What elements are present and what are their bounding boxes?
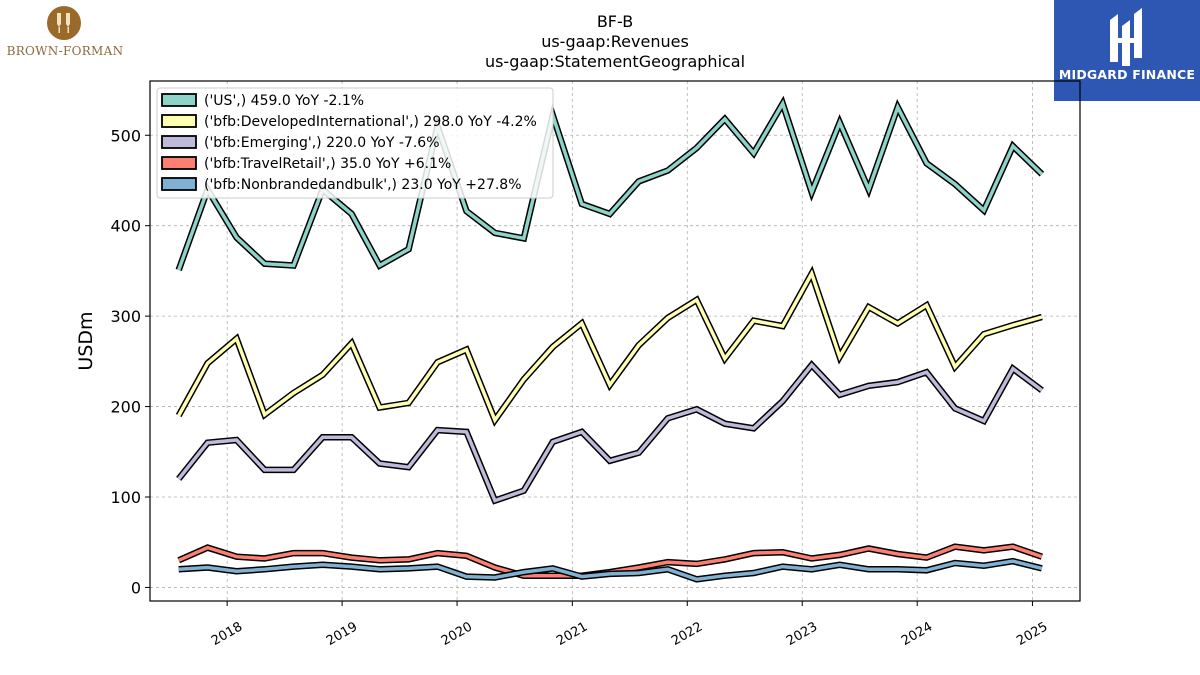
series-line-core: [177, 362, 1043, 503]
midgard-emblem-icon: [1110, 8, 1142, 66]
midgard-finance-wordmark: MIDGARD FINANCE: [1058, 67, 1196, 82]
chart-title: BF-Bus-gaap:Revenuesus-gaap:StatementGeo…: [485, 12, 745, 71]
series-line: [175, 265, 1043, 427]
x-tick-label: 2018: [209, 619, 245, 649]
brown-forman-logo: BROWN-FORMAN: [0, 0, 130, 70]
legend-swatch: [161, 114, 197, 128]
legend-box: [156, 87, 554, 199]
x-tick-label: 2025: [1014, 619, 1050, 649]
x-tick-label: 2024: [899, 619, 935, 649]
y-axis-ticks: 0 100 200 300 400 500: [110, 126, 150, 597]
series-line-core: [178, 559, 1043, 582]
series-line: [176, 360, 1044, 505]
y-tick-label: 500: [110, 126, 141, 145]
x-tick-label: 2019: [324, 619, 360, 649]
x-tick-label: 2021: [554, 619, 590, 649]
chart-legend: ('US',) 459.0 YoY -2.1% ('bfb:DevelopedIn…: [156, 87, 554, 199]
y-tick-label: 0: [131, 578, 141, 597]
y-tick-label: 100: [110, 488, 141, 507]
y-tick-label: 200: [110, 398, 141, 417]
series-line-core: [177, 269, 1043, 424]
legend-swatch: [161, 177, 197, 191]
brown-forman-emblem-icon: [47, 6, 81, 40]
legend-entry-label: ('bfb:DevelopedInternational',) 298.0 Yo…: [204, 114, 537, 130]
legend-swatch: [161, 156, 197, 170]
chart-title-line: us-gaap:StatementGeographical: [485, 52, 745, 71]
brown-forman-wordmark: BROWN-FORMAN: [6, 44, 124, 58]
legend-entry-label: ('US',) 459.0 YoY -2.1%: [204, 93, 364, 109]
legend-entry-label: ('bfb:Emerging',) 220.0 YoY -7.6%: [204, 135, 440, 151]
series-line-outline: [175, 265, 1043, 427]
legend-swatch: [161, 135, 197, 149]
x-tick-label: 2020: [439, 619, 475, 649]
legend-swatch: [161, 93, 197, 107]
midgard-finance-logo: MIDGARD FINANCE: [1054, 0, 1200, 101]
x-axis-ticks: 2018 2019 2020 2021 2022 2023 2024 2025: [209, 601, 1050, 649]
y-axis-label: USDm: [75, 311, 97, 370]
y-tick-label: 400: [110, 217, 141, 236]
x-tick-label: 2023: [784, 619, 820, 649]
plot-frame: [149, 80, 1081, 602]
chart-title-line: us-gaap:Revenues: [541, 32, 689, 51]
series-line: [178, 557, 1043, 583]
x-tick-label: 2022: [669, 619, 705, 649]
legend-entry-label: ('bfb:TravelRetail',) 35.0 YoY +6.1%: [204, 156, 451, 172]
legend-entry-label: ('bfb:Nonbrandedandbulk',) 23.0 YoY +27.…: [204, 177, 522, 193]
chart-title-line: BF-B: [597, 12, 633, 31]
y-tick-label: 300: [110, 307, 141, 326]
